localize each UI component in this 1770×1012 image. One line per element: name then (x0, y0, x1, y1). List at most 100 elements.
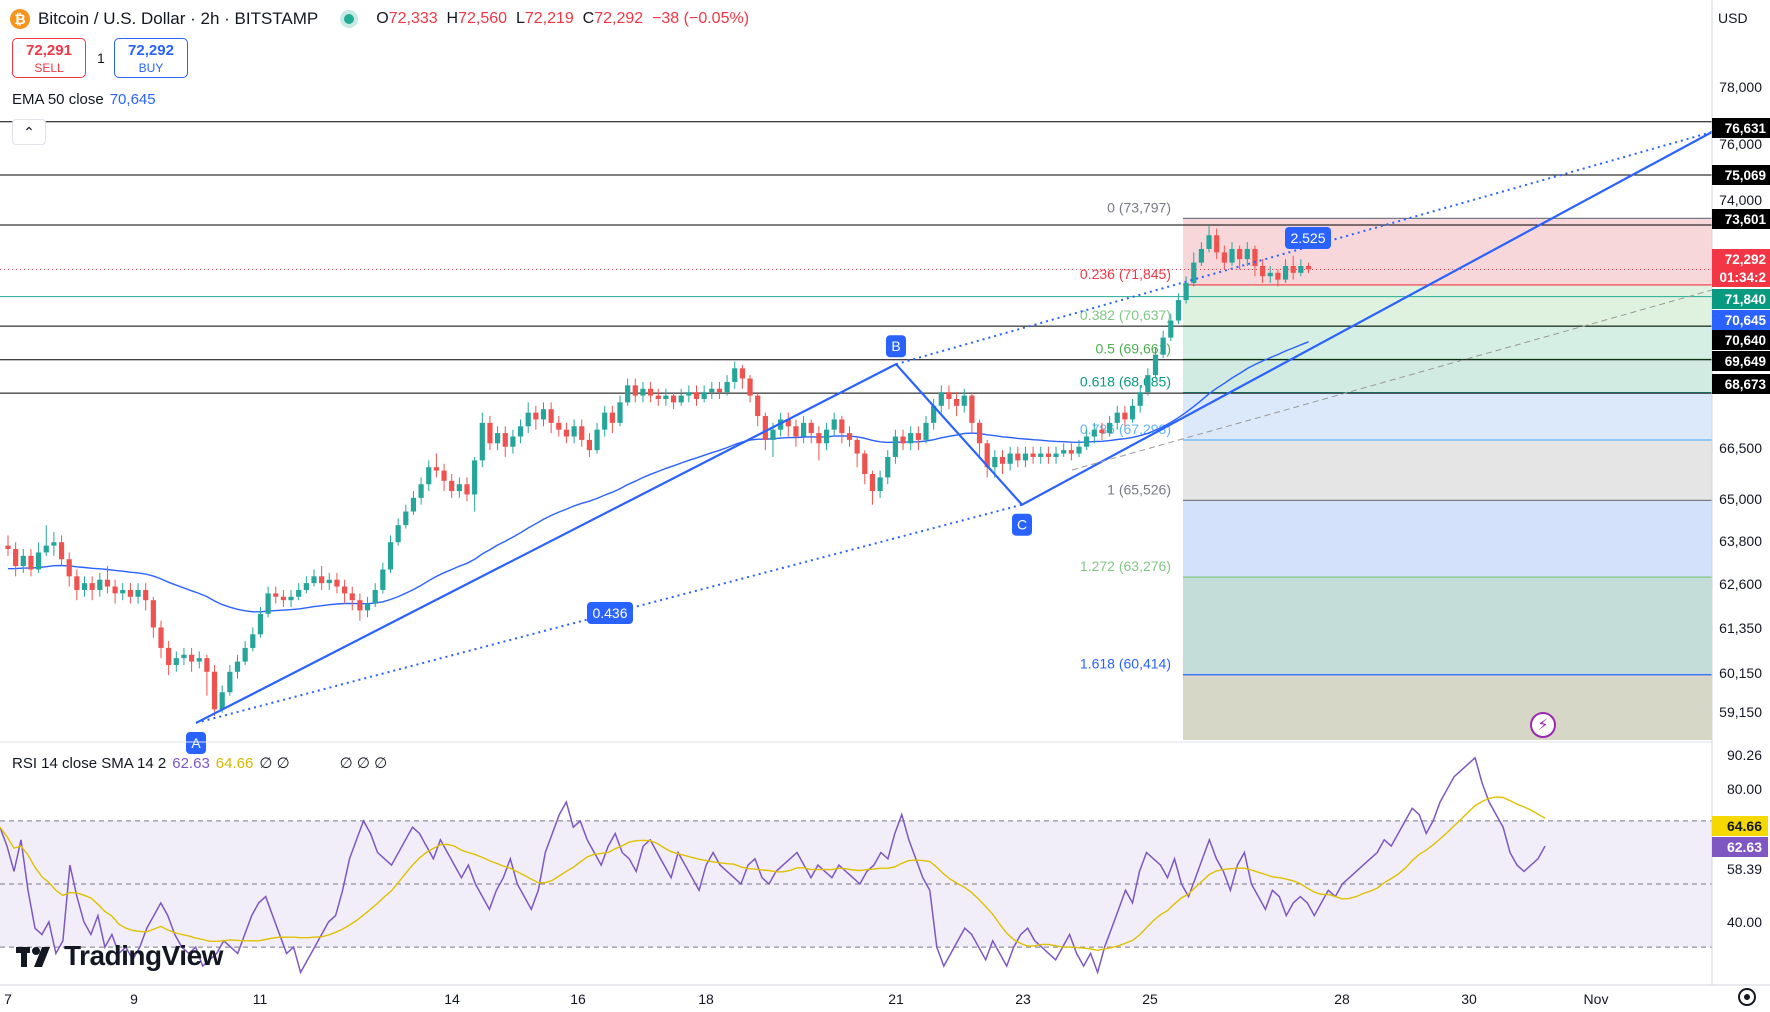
candle (13, 542, 19, 577)
ema-legend[interactable]: EMA 50 close 70,645 (12, 91, 156, 108)
candle-body (1191, 262, 1197, 284)
candle-body (602, 412, 608, 430)
price-badge-text: 72,292 (1725, 252, 1766, 267)
candle-body (426, 467, 432, 485)
candle (793, 419, 799, 447)
candle (1053, 446, 1059, 464)
low-value: 72,219 (524, 10, 574, 27)
x-tick-label: 14 (444, 991, 460, 1007)
candle (1275, 269, 1281, 287)
price-badge: 71,840 (1712, 289, 1770, 309)
ema-value: 70,645 (109, 91, 156, 108)
candle-body (1260, 265, 1266, 277)
candle (1252, 245, 1258, 277)
candle (1290, 255, 1296, 280)
candle-body (181, 654, 187, 659)
open-value: 72,333 (388, 10, 438, 27)
candle-body (342, 586, 348, 594)
gear-icon[interactable] (1738, 988, 1756, 1006)
candle (66, 552, 72, 587)
point-a-label-text: A (191, 735, 201, 751)
candle-body (640, 388, 646, 396)
candle (387, 535, 394, 573)
candle (150, 596, 156, 638)
candle (219, 685, 225, 713)
symbol-title[interactable]: Bitcoin / U.S. Dollar · 2h · BITSTAMP (38, 9, 319, 28)
candle (770, 422, 776, 457)
change-value: −38 (−0.05%) (652, 10, 750, 27)
candle (1168, 313, 1174, 342)
candle (326, 572, 332, 590)
price-badge: 75,069 (1712, 165, 1770, 185)
price-badge: 72,292 (1712, 249, 1770, 269)
point-b-label-text: B (891, 338, 900, 354)
candle-body (410, 497, 417, 512)
candle-body (349, 593, 355, 601)
candles (5, 225, 1312, 717)
candle (135, 583, 141, 604)
candle (36, 542, 42, 573)
candle (946, 385, 952, 410)
y-tick-label: 62,600 (1719, 576, 1762, 592)
x-tick-label: 30 (1461, 991, 1477, 1007)
price-badge-text: 01:34:2 (1719, 270, 1766, 285)
buy-button[interactable]: 72,292 BUY (114, 38, 188, 78)
price-badge: 70,645 (1712, 310, 1770, 330)
candle (1160, 330, 1166, 359)
rsi-value-badge: 62.63 (1712, 837, 1768, 857)
candle (265, 586, 271, 618)
candle (839, 416, 845, 444)
candle (1129, 398, 1136, 423)
chevron-up-icon[interactable]: ⌃ (12, 119, 46, 145)
rsi-line (0, 756, 1546, 975)
candle-body (219, 692, 225, 710)
candle (1229, 242, 1235, 266)
candle-body (1298, 265, 1304, 273)
candle (181, 647, 187, 665)
candle-body (892, 436, 898, 457)
candle-body (517, 426, 524, 437)
currency-label[interactable]: USD (1718, 10, 1748, 26)
sell-button[interactable]: 72,291 SELL (12, 38, 86, 78)
candle (1198, 242, 1204, 266)
candle (120, 583, 126, 601)
candle (976, 419, 983, 457)
candle-body (984, 443, 990, 468)
candle (1282, 259, 1289, 284)
candle-body (449, 480, 455, 492)
candle (540, 402, 547, 427)
candle (234, 654, 241, 679)
candle-body (81, 583, 88, 590)
quantity[interactable]: 1 (97, 50, 105, 66)
rsi-tick-label: 40.00 (1727, 914, 1762, 930)
candle-body (510, 436, 516, 447)
candle (1030, 446, 1036, 464)
candle (816, 426, 822, 461)
candle (1114, 405, 1120, 430)
price-badge-bg (1712, 351, 1770, 371)
candle (609, 405, 615, 434)
candle (104, 566, 111, 594)
rsi-legend[interactable]: RSI 14 close SMA 14 2 62.63 64.66 ∅ ∅ ∅ ∅ ∅ (12, 754, 387, 772)
y-tick-label: 59,150 (1719, 704, 1762, 720)
flash-icon[interactable]: ⚡ (1530, 712, 1556, 738)
x-tick-label: 25 (1142, 991, 1158, 1007)
candle (250, 627, 256, 652)
fib-zone-0.786 (1183, 439, 1712, 501)
candle-body (441, 470, 447, 481)
candle (831, 412, 837, 437)
candle-body (1175, 300, 1182, 321)
tradingview-logo[interactable]: TradingView (16, 940, 223, 972)
fib-label-0.618: 0.618 (68,685) (1080, 374, 1171, 390)
symbol-header: ₿ Bitcoin / U.S. Dollar · 2h · BITSTAMP … (10, 8, 749, 30)
candle-body (120, 589, 126, 594)
candle-body (609, 412, 615, 423)
price-badge-bg (1712, 267, 1770, 287)
candle (716, 381, 723, 399)
price-badge-bg (1712, 330, 1770, 350)
y-tick-label: 66,500 (1719, 440, 1762, 456)
candle (334, 572, 340, 594)
candle-body (5, 545, 11, 550)
candle (456, 477, 462, 498)
